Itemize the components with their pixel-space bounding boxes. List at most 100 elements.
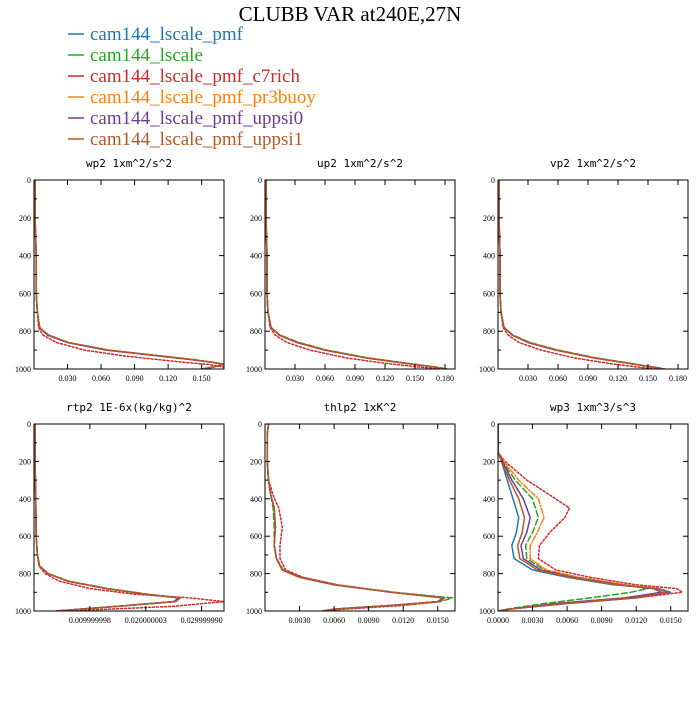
- x-tick-label: 0.180: [436, 374, 454, 383]
- series-line: [498, 424, 683, 611]
- chart-panel: wp2 1xm^2/s^2 0 200 400 600 800 1000 0.030 0.060…: [15, 157, 225, 383]
- series-line: [34, 424, 181, 611]
- x-tick-label: 0.120: [376, 374, 394, 383]
- series-line: [498, 424, 666, 611]
- y-tick-label: 0: [258, 176, 262, 185]
- y-tick-label: 1000: [246, 607, 262, 616]
- y-tick-label: 0: [27, 176, 31, 185]
- y-tick-label: 800: [19, 327, 31, 336]
- panel-title: up2 1xm^2/s^2: [317, 157, 403, 170]
- y-tick-label: 200: [19, 457, 31, 466]
- y-tick-label: 400: [250, 495, 262, 504]
- x-tick-label: 0.029999990: [181, 616, 223, 625]
- chart-panel: thlp2 1xK^2 0 200 400 600 800 1000 0.0030 0.0060…: [246, 401, 456, 625]
- legend-entry: cam144_lscale_pmf_pr3buoy: [68, 87, 316, 108]
- series-line: [266, 424, 446, 611]
- y-tick-label: 800: [483, 327, 495, 336]
- legend-entry: cam144_lscale: [68, 45, 203, 66]
- x-tick-label: 0.090: [346, 374, 364, 383]
- y-tick-label: 0: [27, 420, 31, 429]
- series-line: [34, 424, 181, 611]
- y-tick-label: 200: [250, 214, 262, 223]
- x-tick-label: 0.060: [549, 374, 567, 383]
- x-tick-label: 0.090: [579, 374, 597, 383]
- x-tick-label: 0.0150: [660, 616, 682, 625]
- y-tick-label: 600: [19, 532, 31, 541]
- y-tick-label: 400: [19, 252, 31, 261]
- series-line: [498, 180, 665, 369]
- series-line: [498, 424, 663, 611]
- x-tick-label: 0.060: [316, 374, 334, 383]
- y-tick-label: 800: [483, 570, 495, 579]
- series-line: [498, 424, 670, 611]
- series-line: [34, 424, 224, 611]
- y-tick-label: 0: [491, 420, 495, 429]
- y-tick-label: 0: [491, 176, 495, 185]
- legend-label: cam144_lscale_pmf_c7rich: [90, 66, 300, 87]
- x-tick-label: 0.0000: [487, 616, 509, 625]
- y-tick-label: 1000: [15, 607, 31, 616]
- legend-label: cam144_lscale_pmf_uppsi1: [90, 129, 303, 150]
- x-tick-label: 0.020000003: [125, 616, 167, 625]
- y-tick-label: 400: [250, 252, 262, 261]
- series-line: [34, 180, 224, 369]
- x-tick-label: 0.0120: [625, 616, 647, 625]
- y-tick-label: 200: [19, 214, 31, 223]
- y-tick-label: 800: [250, 570, 262, 579]
- y-tick-label: 800: [19, 570, 31, 579]
- y-tick-label: 400: [483, 252, 495, 261]
- y-tick-label: 1000: [479, 365, 495, 374]
- legend: cam144_lscale_pmfcam144_lscalecam144_lsc…: [68, 24, 316, 150]
- series-line: [34, 424, 181, 611]
- x-tick-label: 0.0120: [392, 616, 414, 625]
- plot-frame: [264, 423, 456, 612]
- legend-label: cam144_lscale_pmf_uppsi0: [90, 108, 303, 129]
- series-line: [266, 424, 445, 611]
- x-tick-label: 0.0090: [591, 616, 613, 625]
- y-tick-label: 200: [483, 457, 495, 466]
- chart-panel: vp2 1xm^2/s^2 0 200 400 600 800 1000 0.030 0.060…: [479, 157, 689, 383]
- x-tick-label: 0.0150: [427, 616, 449, 625]
- y-tick-label: 200: [483, 214, 495, 223]
- x-tick-label: 0.009999998: [69, 616, 111, 625]
- x-tick-label: 0.150: [193, 374, 211, 383]
- series-line: [265, 180, 447, 369]
- x-tick-label: 0.030: [286, 374, 304, 383]
- x-tick-label: 0.150: [639, 374, 657, 383]
- y-tick-label: 400: [483, 495, 495, 504]
- plot-frame: [497, 423, 689, 612]
- series-line: [498, 424, 649, 611]
- panels: wp2 1xm^2/s^2 0 200 400 600 800 1000 0.030 0.060…: [15, 157, 689, 625]
- figure-title: CLUBB VAR at240E,27N: [239, 2, 462, 26]
- x-tick-label: 0.0030: [522, 616, 544, 625]
- y-tick-label: 600: [483, 532, 495, 541]
- x-tick-label: 0.060: [92, 374, 110, 383]
- y-tick-label: 1000: [15, 365, 31, 374]
- y-tick-label: 600: [250, 532, 262, 541]
- panel-title: rtp2 1E-6x(kg/kg)^2: [66, 401, 192, 414]
- panel-title: vp2 1xm^2/s^2: [550, 157, 636, 170]
- x-tick-label: 0.0060: [556, 616, 578, 625]
- y-tick-label: 400: [19, 495, 31, 504]
- panel-title: thlp2 1xK^2: [324, 401, 397, 414]
- legend-entry: cam144_lscale_pmf_uppsi0: [68, 108, 303, 129]
- y-tick-label: 600: [483, 289, 495, 298]
- legend-entry: cam144_lscale_pmf: [68, 24, 244, 45]
- series-line: [266, 424, 445, 611]
- series-line: [34, 424, 182, 611]
- legend-label: cam144_lscale: [90, 45, 203, 66]
- x-tick-label: 0.030: [59, 374, 77, 383]
- chart-panel: rtp2 1E-6x(kg/kg)^2 0 200 400 600 800 1000 0.00…: [15, 401, 225, 625]
- y-tick-label: 0: [258, 420, 262, 429]
- chart-panel: up2 1xm^2/s^2 0 200 400 600 800 1000 0.030 0.060…: [246, 157, 456, 383]
- x-tick-label: 0.180: [669, 374, 687, 383]
- legend-entry: cam144_lscale_pmf_c7rich: [68, 66, 300, 87]
- series-line: [266, 424, 454, 611]
- x-tick-label: 0.150: [406, 374, 424, 383]
- x-tick-label: 0.0030: [289, 616, 311, 625]
- series-line: [266, 424, 445, 611]
- x-tick-label: 0.0090: [358, 616, 380, 625]
- legend-label: cam144_lscale_pmf: [90, 24, 244, 45]
- panel-title: wp3 1xm^3/s^3: [550, 401, 636, 414]
